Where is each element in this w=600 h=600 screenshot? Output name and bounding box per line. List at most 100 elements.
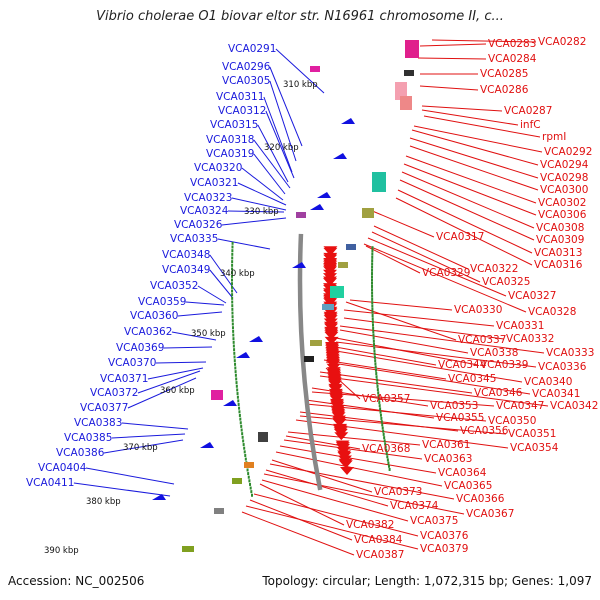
tick-dot xyxy=(231,282,234,286)
tick-dot xyxy=(231,271,234,275)
tick-dot xyxy=(231,300,234,304)
left-label-connector xyxy=(185,301,225,306)
tick-dot xyxy=(249,482,252,486)
backbone-arc xyxy=(297,233,323,491)
tick-dot xyxy=(231,304,234,308)
feature-block xyxy=(214,508,224,514)
right-label-connector xyxy=(275,451,443,487)
tick-dot xyxy=(377,397,380,401)
feature-block xyxy=(362,208,374,218)
feature-block xyxy=(232,478,242,484)
tick-dot xyxy=(234,370,237,374)
tick-dot xyxy=(371,281,374,285)
left-label-connector xyxy=(121,422,189,430)
tick-dot xyxy=(371,249,374,253)
tick-dot xyxy=(371,268,374,272)
left-label-connector xyxy=(209,269,233,298)
tick-dot xyxy=(385,448,388,452)
right-label-connector xyxy=(339,329,469,354)
tick-dot xyxy=(371,259,374,263)
right-gene-label: VCA0302 xyxy=(538,197,586,209)
tick-dot xyxy=(372,336,375,340)
right-label-connector xyxy=(367,237,507,297)
left-label-connector xyxy=(85,467,175,485)
feature-tracks xyxy=(152,40,419,552)
tick-dot xyxy=(375,372,378,376)
tick-dot xyxy=(236,392,239,396)
left-label-connector xyxy=(263,96,293,173)
reverse-gene-mark xyxy=(152,494,166,500)
right-label-connector xyxy=(421,109,519,126)
right-gene-label: VCA0308 xyxy=(536,222,584,234)
tick-dot xyxy=(235,381,238,385)
tick-dot xyxy=(372,326,375,330)
tick-dot xyxy=(371,252,374,256)
right-label-connector xyxy=(305,399,435,419)
right-label-connector xyxy=(335,341,537,368)
tick-dot xyxy=(380,420,383,424)
right-gene-label: VCA0332 xyxy=(506,333,554,345)
right-gene-label: VCA0285 xyxy=(480,68,528,80)
right-gene-label: VCA0330 xyxy=(454,304,502,316)
left-label-connector xyxy=(237,182,287,206)
left-gene-label: VCA0296 xyxy=(222,61,271,73)
forward-gene-mark xyxy=(323,247,338,256)
tick-dot xyxy=(371,307,374,311)
right-gene-label: VCA0282 xyxy=(538,36,586,48)
gene-labels: 310 kbp 320 kbp 330 kbp 340 kbp 350 kbp 360 k… xyxy=(26,36,598,561)
right-gene-label: VCA0346 xyxy=(474,387,523,399)
left-gene-label: VCA0320 xyxy=(194,162,242,174)
feature-block xyxy=(330,286,344,298)
left-gene-label: VCA0324 xyxy=(180,205,229,217)
right-label-connector xyxy=(285,435,361,450)
tick-dot xyxy=(236,388,239,392)
right-label-connector xyxy=(365,245,421,274)
topology-text: Topology: circular; Length: 1,072,315 bp… xyxy=(262,574,592,588)
tick-dot xyxy=(231,263,234,267)
left-label-connector xyxy=(231,197,287,211)
tick-dot xyxy=(371,284,374,288)
tick-dot xyxy=(233,351,236,355)
tick-dot xyxy=(371,304,374,308)
tick-dot xyxy=(233,355,236,359)
left-gene-label: VCA0352 xyxy=(150,280,198,292)
feature-block xyxy=(244,462,254,468)
feature-block xyxy=(182,546,194,552)
right-gene-label: VCA0313 xyxy=(534,247,582,259)
tick-dot xyxy=(232,344,235,348)
tick-dot xyxy=(243,450,246,454)
feature-block xyxy=(395,82,407,100)
tick-dot xyxy=(231,249,234,253)
right-gene-label: VCA0357 xyxy=(362,393,410,405)
right-label-connector xyxy=(335,337,479,366)
tick-dot xyxy=(244,453,247,457)
feature-block xyxy=(258,432,268,442)
right-label-connector xyxy=(259,483,345,526)
tick-dot xyxy=(231,307,234,311)
tick-dot xyxy=(232,340,235,344)
tick-dot xyxy=(382,432,385,436)
right-gene-label: VCA0329 xyxy=(422,267,470,279)
right-gene-label: VCA0340 xyxy=(524,376,572,388)
left-label-connector xyxy=(197,285,227,304)
right-label-connector xyxy=(279,445,437,474)
right-label-connector xyxy=(245,505,419,550)
tick-dot xyxy=(231,315,234,319)
left-gene-label: VCA0360 xyxy=(130,310,178,322)
forward-gene-mark xyxy=(332,418,347,427)
forward-gene-mark xyxy=(323,278,338,287)
tick-dot xyxy=(379,410,382,414)
forward-gene-mark xyxy=(334,432,349,441)
right-gene-label: infC xyxy=(520,119,541,131)
right-label-connector xyxy=(405,155,537,204)
tick-dot xyxy=(383,439,386,443)
right-gene-label: VCA0316 xyxy=(534,259,583,271)
tick-dot xyxy=(242,443,245,447)
feature-block xyxy=(346,244,356,250)
left-gene-label: VCA0371 xyxy=(100,373,148,385)
left-gene-label: VCA0369 xyxy=(116,342,164,354)
right-gene-label: VCA0338 xyxy=(470,347,518,359)
left-label-connector xyxy=(103,439,184,454)
tick-dot xyxy=(372,339,375,343)
